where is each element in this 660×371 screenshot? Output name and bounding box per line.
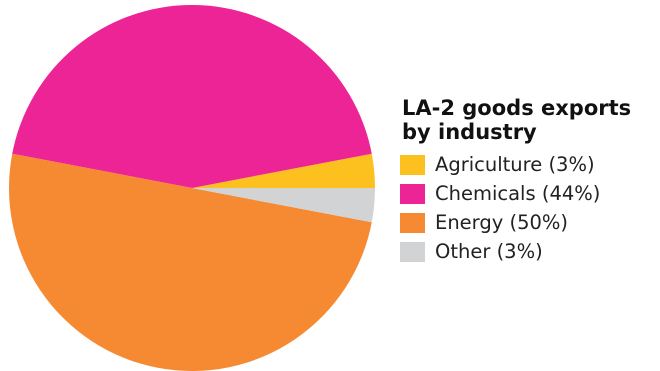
pie-slice-energy <box>8 153 372 371</box>
legend-swatch-other <box>400 241 425 262</box>
legend-label-other: Other (3%) <box>435 240 543 263</box>
legend-swatch-energy <box>400 212 425 233</box>
legend-item-energy: Energy (50%) <box>400 208 655 237</box>
legend-label-chemicals: Chemicals (44%) <box>435 182 601 205</box>
pie-slice-other <box>192 188 376 223</box>
legend-item-chemicals: Chemicals (44%) <box>400 179 655 208</box>
pie-slice-agriculture <box>192 153 375 188</box>
legend: LA-2 goods exports by industry Agricultu… <box>400 96 655 266</box>
chart-title: LA-2 goods exports by industry <box>402 96 632 144</box>
legend-item-agriculture: Agriculture (3%) <box>400 150 655 179</box>
pie-slice-chemicals <box>12 4 372 189</box>
pie-slices <box>8 4 376 371</box>
legend-label-energy: Energy (50%) <box>435 211 569 234</box>
legend-label-agriculture: Agriculture (3%) <box>435 153 595 176</box>
legend-item-other: Other (3%) <box>400 237 655 266</box>
legend-swatch-chemicals <box>400 183 425 204</box>
legend-swatch-agriculture <box>400 154 425 175</box>
